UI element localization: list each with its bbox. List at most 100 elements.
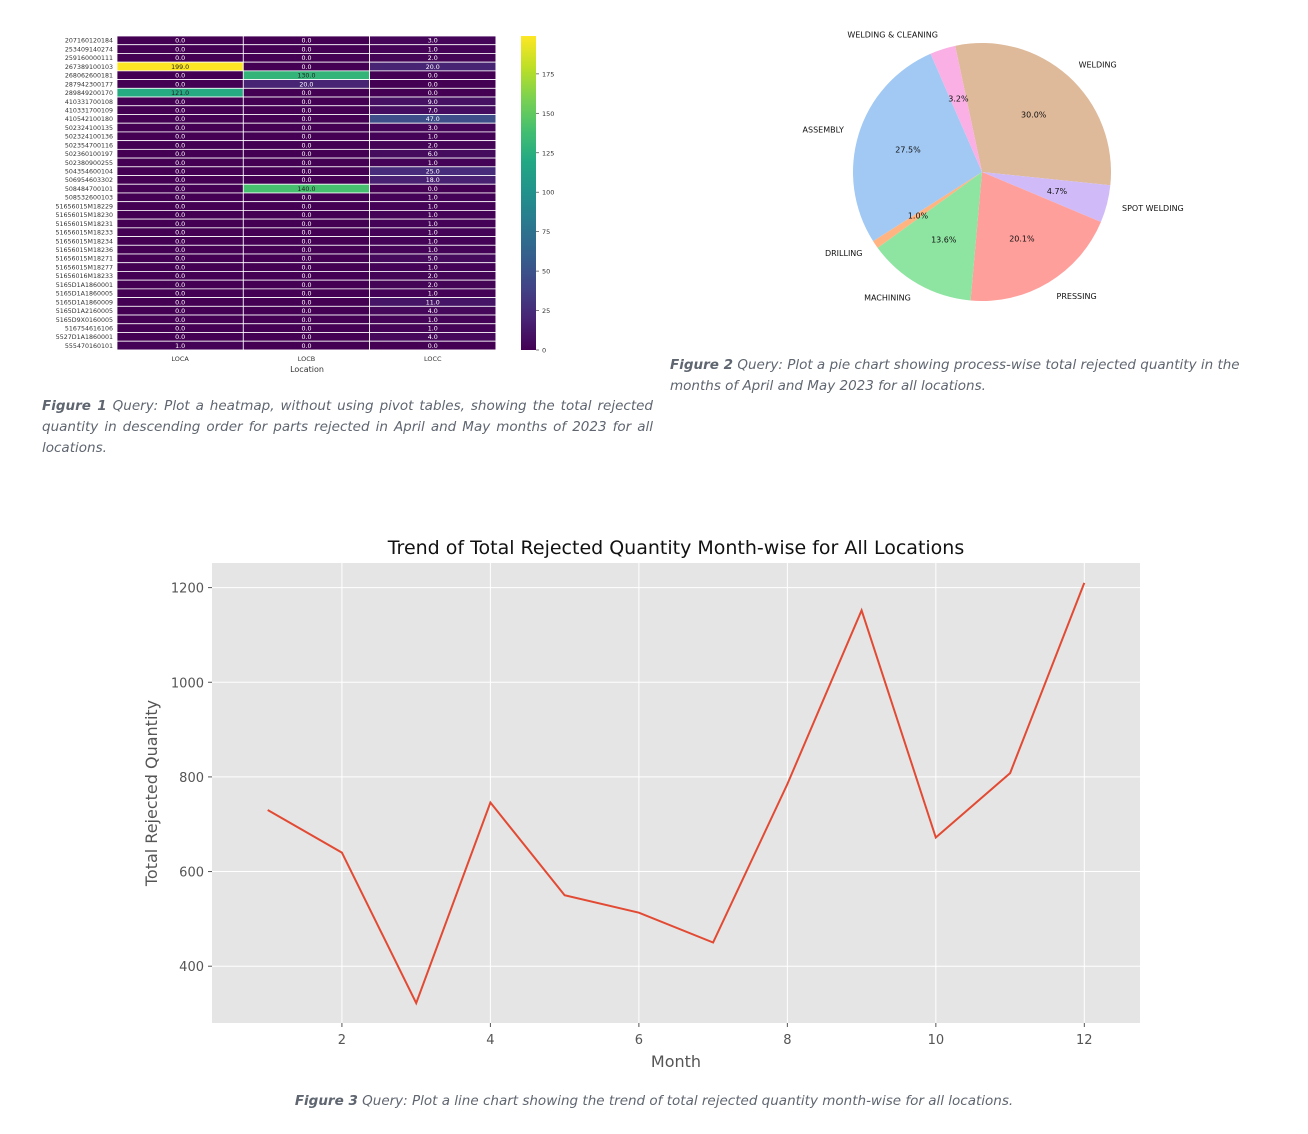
heatmap-column-label: LOCA [171,355,189,363]
heatmap-cell-label: 0.0 [175,46,185,53]
figure-2-caption: Figure 2 Query: Plot a pie chart showing… [670,355,1290,397]
heatmap-cell-label: 0.0 [301,325,311,332]
heatmap-cell-label: 0.0 [175,247,185,254]
heatmap-cell-label: 0.0 [175,151,185,158]
heatmap-row-label: 502380900255 [65,160,113,167]
heatmap-cell-label: 0.0 [175,160,185,167]
pie-label: WELDING & CLEANING [847,30,938,39]
heatmap-cell-label: 0.0 [301,282,311,289]
x-tick-label: 12 [1076,1033,1093,1048]
heatmap-cell-label: 1.0 [428,325,438,332]
heatmap-cell-label: 0.0 [428,81,438,88]
pie-label: WELDING [1079,61,1117,70]
y-tick-label: 1200 [171,582,204,597]
heatmap-cell-label: 1.0 [428,317,438,324]
heatmap-cell-label: 0.0 [301,317,311,324]
heatmap-cell-label: 140.0 [297,186,315,193]
heatmap-cell-label: 0.0 [301,142,311,149]
heatmap-cell-label: 0.0 [175,273,185,280]
heatmap-column-label: LOCC [424,355,442,363]
heatmap-cell-label: 18.0 [426,177,440,184]
colorbar-tick-label: 25 [542,307,550,315]
heatmap-cell-label: 11.0 [426,299,440,306]
colorbar-tick-label: 50 [542,268,550,276]
heatmap-cell-label: 1.0 [428,264,438,271]
pie-slice [852,53,982,242]
heatmap-cell-label: 0.0 [175,107,185,114]
heatmap-row-label: 51656015M18231 [55,221,113,228]
line-chart: 2 4 6 8 10 12 400 600 800 1000 1200 Trend of Total… [142,537,1140,1071]
heatmap-cell-label: 0.0 [175,125,185,132]
heatmap-row-label: 555470160101 [65,343,113,350]
heatmap-cell-label: 3.0 [428,125,438,132]
y-tick-label: 600 [179,866,204,881]
heatmap-cell-label: 2.0 [428,273,438,280]
heatmap-cell-label: 1.0 [175,343,185,350]
heatmap-cell-label: 0.0 [301,90,311,97]
heatmap-cell-label: 0.0 [301,264,311,271]
heatmap-cell-label: 1.0 [428,230,438,237]
heatmap-cell-label: 0.0 [175,282,185,289]
heatmap-cell-label: 0.0 [175,203,185,210]
pie-pct-label: 20.1% [1009,234,1035,243]
heatmap-row-label: 259160000111 [65,55,113,62]
heatmap-cell-label: 0.0 [301,151,311,158]
heatmap-row-label: 5165D1A2160005 [56,308,113,315]
colorbar-tick-label: 0 [542,347,546,355]
heatmap-cell-label: 0.0 [301,160,311,167]
heatmap-chart: 0.0 0.0 3.0 0.0 0.0 1.0 0.0 0.0 2.0 199.0 0.0 20.0 0… [55,35,554,374]
heatmap-cell-label: 0.0 [301,230,311,237]
heatmap-cell-label: 0.0 [175,177,185,184]
heatmap-cell-label: 0.0 [175,238,185,245]
heatmap-cell-label: 0.0 [175,38,185,45]
colorbar-tick-label: 150 [542,110,554,118]
heatmap-cell-label: 0.0 [175,212,185,219]
heatmap-row-label: 51656015M18229 [55,203,113,210]
heatmap-colorbar [521,36,536,350]
heatmap-row-label: 51656015M18236 [55,247,113,254]
figure-3-caption: Figure 3 Query: Plot a line chart showin… [0,1091,1308,1112]
heatmap-cell-label: 0.0 [301,116,311,123]
heatmap-cell-label: 0.0 [301,334,311,341]
colorbar-tick-label: 100 [542,189,554,197]
heatmap-column-label: LOCB [298,355,316,363]
heatmap-cell-label: 0.0 [301,238,311,245]
pie-chart: WELDING SPOT WELDING PRESSING MACHINING DRIL… [803,30,1184,302]
heatmap-cell-label: 0.0 [175,169,185,176]
heatmap-cell-label: 0.0 [301,212,311,219]
pie-slice [955,43,1112,186]
x-tick-label: 4 [486,1033,494,1048]
heatmap-row-label: 5527D1A1860001 [56,334,113,341]
pie-pct-label: 30.0% [1021,110,1047,119]
heatmap-cell-label: 0.0 [175,299,185,306]
colorbar-tick-label: 175 [542,70,554,78]
heatmap-cell-label: 0.0 [175,334,185,341]
figure-1-text: Query: Plot a heatmap, without using piv… [42,398,653,456]
heatmap-row-label: 508532600103 [65,195,113,202]
heatmap-cell-label: 0.0 [301,299,311,306]
pie-label: SPOT WELDING [1122,204,1184,213]
heatmap-cell-label: 0.0 [301,195,311,202]
pie-pct-label: 1.0% [908,212,929,221]
heatmap-cell-label: 0.0 [175,230,185,237]
x-tick-label: 10 [928,1033,945,1048]
heatmap-row-label: 5165D1A1860001 [56,282,113,289]
heatmap-cell [369,340,497,351]
pie-label: PRESSING [1057,292,1097,301]
heatmap-cell-label: 0.0 [301,177,311,184]
y-tick-label: 1000 [171,676,204,691]
heatmap-cell-label: 0.0 [301,308,311,315]
heatmap-row-label: 253409140274 [65,46,113,53]
heatmap-cell-label: 0.0 [301,64,311,71]
figure-2-text: Query: Plot a pie chart showing process-… [670,357,1240,394]
figure-3-text: Query: Plot a line chart showing the tre… [362,1093,1014,1109]
heatmap-row-label: 410542100180 [65,116,113,123]
y-tick-label: 800 [179,771,204,786]
heatmap-cell-label: 0.0 [175,325,185,332]
heatmap-row-label: 504354600104 [65,169,113,176]
heatmap-cell-label: 0.0 [428,73,438,80]
heatmap-cell-label: 2.0 [428,282,438,289]
line-chart-xlabel: Month [651,1052,701,1071]
heatmap-row-label: 5165D9X0160005 [56,317,113,324]
heatmap-cell-label: 0.0 [301,221,311,228]
